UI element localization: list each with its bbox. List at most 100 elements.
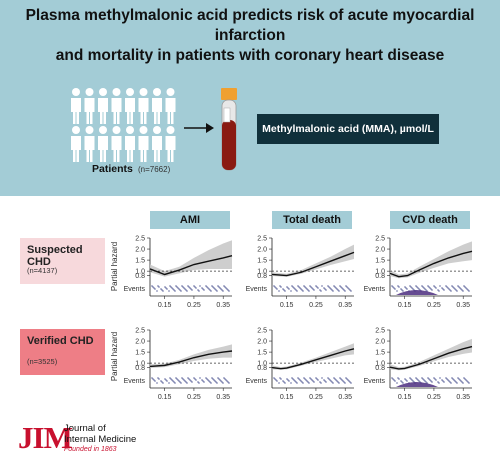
event-dot bbox=[198, 382, 200, 384]
event-dot bbox=[228, 290, 230, 292]
event-dot bbox=[284, 382, 286, 384]
event-dot bbox=[464, 286, 466, 288]
event-dot bbox=[195, 379, 197, 381]
x-tick-label: 0.35 bbox=[216, 302, 230, 309]
person-body bbox=[125, 136, 135, 162]
event-dot bbox=[406, 288, 408, 290]
y-tick-label: 0.8 bbox=[257, 365, 267, 372]
person-body bbox=[125, 98, 135, 124]
person-body bbox=[111, 98, 122, 124]
event-dot bbox=[460, 288, 462, 290]
events-label: Events bbox=[364, 378, 386, 385]
y-tick-label: 2.0 bbox=[257, 247, 267, 254]
person-body bbox=[152, 98, 162, 124]
event-dot bbox=[278, 290, 280, 292]
event-dot bbox=[208, 288, 210, 290]
hazard-curve bbox=[149, 255, 233, 276]
event-dot bbox=[308, 382, 310, 384]
y-tick-label: 1.5 bbox=[375, 350, 385, 357]
event-dot bbox=[402, 290, 404, 292]
event-dot bbox=[443, 381, 445, 383]
journal-name-line-2: Internal Medicine bbox=[64, 434, 137, 445]
person-icon bbox=[99, 88, 107, 96]
person-body bbox=[98, 136, 108, 162]
column-header-ami: AMI bbox=[150, 211, 230, 229]
person-icon bbox=[166, 88, 175, 96]
event-dot bbox=[216, 290, 218, 292]
y-tick-label: 2.0 bbox=[257, 339, 267, 346]
hazard-curve bbox=[389, 250, 473, 278]
person-body bbox=[84, 136, 95, 162]
events-label: Events bbox=[246, 286, 268, 293]
x-tick-label: 0.25 bbox=[309, 394, 323, 401]
event-dot bbox=[308, 290, 310, 292]
event-dot bbox=[276, 380, 278, 382]
event-dot bbox=[332, 290, 334, 292]
event-dot bbox=[278, 382, 280, 384]
person-body bbox=[71, 98, 81, 124]
event-dot bbox=[396, 290, 398, 292]
y-tick-label: 1.5 bbox=[135, 258, 145, 265]
person-icon bbox=[72, 126, 80, 134]
column-header-total-death: Total death bbox=[272, 211, 352, 229]
x-tick-label: 0.15 bbox=[158, 302, 172, 309]
event-dot bbox=[309, 377, 311, 379]
event-dot bbox=[296, 290, 298, 292]
person-body bbox=[165, 136, 176, 162]
journal-name-line-1: Journal of bbox=[64, 423, 106, 434]
event-dot bbox=[438, 290, 440, 292]
hazard-curve bbox=[271, 251, 355, 277]
arrow-right-icon bbox=[184, 123, 214, 133]
event-dot bbox=[452, 286, 454, 288]
y-axis-label: Partial hazard bbox=[110, 331, 120, 382]
event-dot bbox=[154, 380, 156, 382]
event-dot bbox=[168, 290, 170, 292]
event-dot bbox=[171, 379, 173, 381]
journal-name: Journal of Internal Medicine bbox=[64, 423, 136, 445]
event-dot bbox=[411, 287, 413, 289]
y-tick-label: 1.5 bbox=[257, 350, 267, 357]
event-dot bbox=[439, 285, 441, 287]
event-dot bbox=[460, 380, 462, 382]
x-tick-label: 0.35 bbox=[338, 394, 352, 401]
event-dot bbox=[224, 378, 226, 380]
event-dot bbox=[162, 382, 164, 384]
event-dot bbox=[222, 382, 224, 384]
event-dot bbox=[320, 382, 322, 384]
y-tick-label: 1.0 bbox=[375, 361, 385, 368]
event-dot bbox=[174, 382, 176, 384]
x-tick-label: 0.15 bbox=[398, 302, 412, 309]
event-dot bbox=[284, 290, 286, 292]
row-name: Verified CHD bbox=[27, 335, 94, 347]
confidence-band bbox=[150, 240, 232, 277]
event-dot bbox=[342, 380, 344, 382]
event-dot bbox=[435, 379, 437, 381]
event-dot bbox=[456, 290, 458, 292]
event-dot bbox=[330, 288, 332, 290]
person-icon bbox=[85, 126, 94, 134]
event-dot bbox=[456, 382, 458, 384]
event-dot bbox=[187, 377, 189, 379]
person-icon bbox=[85, 88, 94, 96]
event-dot bbox=[435, 287, 437, 289]
event-dot bbox=[290, 382, 292, 384]
event-dot bbox=[168, 382, 170, 384]
event-dot bbox=[212, 378, 214, 380]
y-tick-label: 2.0 bbox=[375, 247, 385, 254]
event-dot bbox=[346, 286, 348, 288]
event-dot bbox=[305, 287, 307, 289]
row-name: Suspected CHD bbox=[27, 244, 83, 268]
event-dot bbox=[297, 285, 299, 287]
event-dot bbox=[423, 287, 425, 289]
y-tick-label: 1.5 bbox=[135, 350, 145, 357]
confidence-band bbox=[390, 241, 472, 279]
x-tick-label: 0.25 bbox=[427, 394, 441, 401]
y-tick-label: 1.0 bbox=[257, 269, 267, 276]
event-dot bbox=[203, 289, 205, 291]
event-dot bbox=[174, 290, 176, 292]
event-dot bbox=[468, 290, 470, 292]
event-dot bbox=[321, 377, 323, 379]
patients-label: Patients bbox=[92, 163, 133, 175]
event-dot bbox=[320, 290, 322, 292]
title-line-1: Plasma methylmalonic acid predicts risk … bbox=[25, 7, 475, 44]
